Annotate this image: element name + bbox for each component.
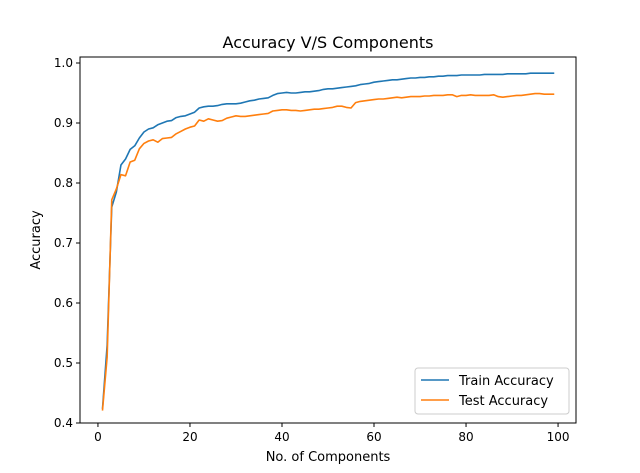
x-axis-label: No. of Components (266, 450, 391, 465)
y-tick-label: 0.9 (54, 116, 73, 130)
legend: Train Accuracy Test Accuracy (414, 367, 570, 415)
chart-title: Accuracy V/S Components (223, 33, 434, 52)
y-tick-label: 1.0 (54, 56, 73, 70)
series-layer (101, 72, 555, 411)
y-tick-label: 0.8 (54, 176, 73, 190)
x-tick-label: 60 (366, 430, 381, 444)
y-tick-label: 0.6 (54, 296, 73, 310)
series-line-train-accuracy (101, 72, 555, 409)
x-axis: 0 20 40 60 80 100 (94, 423, 570, 444)
y-axis: 0.4 0.5 0.6 0.7 0.8 0.9 1.0 (54, 56, 80, 430)
x-tick-label: 0 (94, 430, 102, 444)
series-line-test-accuracy (101, 92, 555, 411)
legend-label: Train Accuracy (458, 374, 554, 389)
y-tick-label: 0.4 (54, 416, 73, 430)
x-tick-label: 100 (547, 430, 570, 444)
x-tick-label: 20 (182, 430, 197, 444)
legend-box (414, 367, 570, 415)
y-tick-label: 0.7 (54, 236, 73, 250)
plot-frame (79, 56, 577, 424)
y-tick-label: 0.5 (54, 356, 73, 370)
legend-label: Test Accuracy (458, 394, 548, 409)
x-tick-label: 40 (274, 430, 289, 444)
y-axis-label: Accuracy (29, 210, 44, 270)
x-tick-label: 80 (458, 430, 473, 444)
